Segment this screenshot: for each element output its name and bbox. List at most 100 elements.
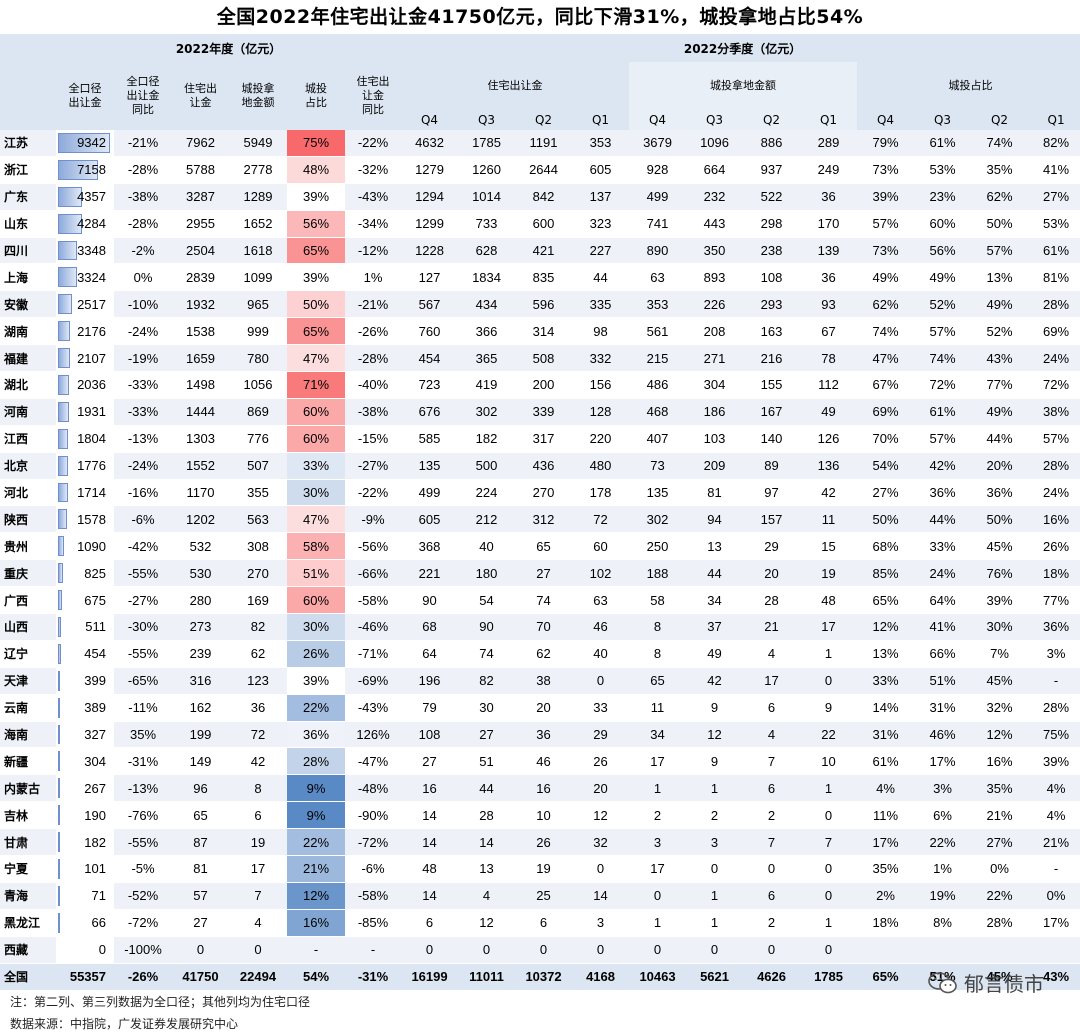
chengtou-amount: 22494 — [229, 962, 287, 991]
total-fee-yoy: -30% — [114, 613, 172, 641]
chengtou-amount-q1: 136 — [800, 452, 858, 480]
chengtou-share: 12% — [287, 882, 345, 910]
chengtou-share-q1 — [1028, 936, 1080, 964]
quarter-header-q2: Q2 — [515, 110, 573, 130]
total-row: 全国 55357 -26% 41750 22494 54% -31% 16199 11011 10… — [0, 962, 1080, 991]
residential-fee-q2: 314 — [515, 317, 573, 346]
total-fee-cell: 1931 — [56, 398, 114, 426]
total-fee-yoy: -13% — [114, 774, 172, 803]
chengtou-amount-q4: 741 — [629, 210, 687, 238]
chengtou-amount-q4: 8 — [629, 613, 687, 641]
chengtou-share: 71% — [287, 371, 345, 399]
residential-fee: 65 — [172, 801, 229, 830]
chengtou-amount-q2: 0 — [743, 936, 801, 964]
residential-fee: 2839 — [172, 263, 229, 292]
residential-fee-q1: 178 — [572, 479, 630, 507]
table-row: 广东 4357 -38% 3287 1289 39% -43% 1294 1014 842 137 4… — [0, 183, 1080, 211]
province-name: 辽宁 — [0, 640, 56, 668]
residential-fee-q2: 436 — [515, 452, 573, 480]
chengtou-share-q1: 28% — [1028, 694, 1080, 722]
residential-yoy: -69% — [345, 667, 402, 695]
residential-fee-q4: 723 — [401, 371, 459, 399]
province-name: 北京 — [0, 452, 56, 480]
chengtou-share-q3: 51% — [914, 667, 972, 695]
chengtou-amount-q1: 139 — [800, 237, 858, 265]
chengtou-share: - — [287, 936, 345, 964]
chengtou-amount-q4: 63 — [629, 263, 687, 292]
residential-fee-q4: 68 — [401, 613, 459, 641]
chengtou-share-q1: 57% — [1028, 425, 1080, 453]
table-row: 贵州 1090 -42% 532 308 58% -56% 368 40 65 60 250 13 29 1… — [0, 532, 1080, 561]
chengtou-share-q1: 26% — [1028, 532, 1080, 561]
chengtou-amount-q2: 7 — [743, 747, 801, 776]
residential-fee-q1: 29 — [572, 721, 630, 749]
chengtou-share-q4: 54% — [857, 452, 915, 480]
residential-fee-q1: 46 — [572, 613, 630, 641]
chengtou-share-q3 — [914, 936, 972, 964]
chengtou-share-q4: 47% — [857, 344, 915, 373]
chengtou-amount-q1: 0 — [800, 936, 858, 964]
residential-fee-q4: 127 — [401, 263, 459, 292]
residential-fee: 27 — [172, 909, 229, 937]
total-fee-yoy: -55% — [114, 828, 172, 857]
total-fee-yoy: -38% — [114, 183, 172, 211]
residential-fee-q3: 224 — [458, 479, 516, 507]
residential-fee-q4: 135 — [401, 452, 459, 480]
residential-fee-q1: 137 — [572, 183, 630, 211]
chengtou-amount-q2: 6 — [743, 694, 801, 722]
residential-yoy: -31% — [345, 962, 402, 991]
residential-fee-q1: 227 — [572, 237, 630, 265]
total-fee-cell: 454 — [56, 640, 114, 668]
chengtou-share-q1: - — [1028, 855, 1080, 883]
chengtou-amount-q2: 20 — [743, 559, 801, 588]
chengtou-amount-q3: 664 — [686, 156, 744, 184]
chengtou-amount-q4: 8 — [629, 640, 687, 668]
group-residential-fee: 住宅出让金 — [401, 62, 630, 110]
chengtou-amount: 123 — [229, 667, 287, 695]
residential-yoy: -21% — [345, 290, 402, 319]
total-fee-yoy: -33% — [114, 371, 172, 399]
quarter-header-q4: Q4 — [401, 110, 459, 130]
chengtou-share-q2: 35% — [971, 156, 1029, 184]
residential-yoy: -22% — [345, 479, 402, 507]
table-row: 江西 1804 -13% 1303 776 60% -15% 585 182 317 220 407 1… — [0, 425, 1080, 453]
residential-fee-q3: 90 — [458, 613, 516, 641]
residential-fee-q1: 335 — [572, 290, 630, 319]
chengtou-amount-q2: 886 — [743, 130, 801, 157]
province-name: 广东 — [0, 183, 56, 211]
chengtou-share-q1: 61% — [1028, 237, 1080, 265]
total-fee-bar — [58, 912, 60, 933]
chengtou-amount: 507 — [229, 452, 287, 480]
chengtou-amount-q1: 7 — [800, 828, 858, 857]
total-fee-yoy: -26% — [114, 962, 172, 991]
chengtou-share-q1: 21% — [1028, 828, 1080, 857]
total-fee-value: 4357 — [77, 189, 106, 205]
chengtou-share-q3: 44% — [914, 505, 972, 534]
table-row: 宁夏 101 -5% 81 17 21% -6% 48 13 19 0 17 0 0 0 35% 1% 0% - — [0, 855, 1080, 883]
total-fee-value: 454 — [84, 646, 106, 662]
table-row: 吉林 190 -76% 65 6 9% -90% 14 28 10 12 2 2 2 0 11% 6% 21% 4% — [0, 801, 1080, 830]
total-fee-value: 389 — [84, 700, 106, 716]
total-fee-yoy: -65% — [114, 667, 172, 695]
chengtou-amount: 0 — [229, 936, 287, 964]
total-fee-value: 101 — [84, 861, 106, 877]
residential-fee-q2: 0 — [515, 936, 573, 964]
residential-fee: 530 — [172, 559, 229, 588]
total-fee-bar — [58, 832, 60, 853]
chengtou-share-q3: 61% — [914, 130, 972, 157]
chengtou-amount-q2: 937 — [743, 156, 801, 184]
chengtou-share-q2: 62% — [971, 183, 1029, 211]
chengtou-share-q2: 36% — [971, 479, 1029, 507]
residential-yoy: - — [345, 936, 402, 964]
chengtou-share: 9% — [287, 801, 345, 830]
province-name: 四川 — [0, 237, 56, 265]
chengtou-share-q2: 28% — [971, 909, 1029, 937]
residential-fee-q3: 628 — [458, 237, 516, 265]
chengtou-amount-q1: 19 — [800, 559, 858, 588]
total-fee-cell: 675 — [56, 586, 114, 615]
residential-fee-q2: 46 — [515, 747, 573, 776]
chengtou-amount-q2: 238 — [743, 237, 801, 265]
residential-fee-q2: 27 — [515, 559, 573, 588]
residential-fee-q4: 567 — [401, 290, 459, 319]
chengtou-share: 30% — [287, 479, 345, 507]
